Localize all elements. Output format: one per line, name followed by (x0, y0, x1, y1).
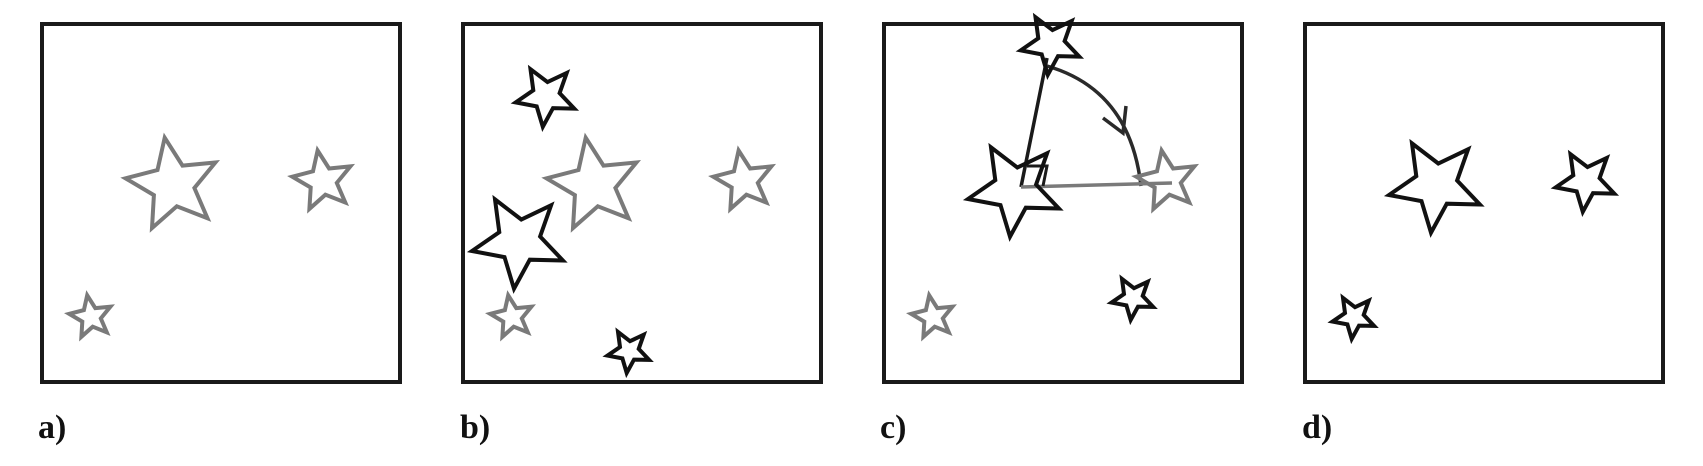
dark-star-large (962, 142, 1064, 242)
panel-d-frame (1303, 22, 1665, 384)
dark-star-small (1327, 293, 1379, 345)
gray-star-medium (1131, 145, 1200, 214)
panel-c (882, 12, 1244, 384)
dark-star-large (466, 194, 568, 294)
panel-d-label: d) (1302, 409, 1333, 446)
dark-star-medium (1550, 149, 1620, 217)
panel-b-label: b) (460, 409, 491, 446)
gray-star-small (64, 290, 115, 342)
rotation-arc (1046, 64, 1143, 187)
panel-b (461, 22, 823, 384)
dark-star-medium (1015, 12, 1085, 80)
gray-star-large (541, 132, 642, 233)
gray-star-small (906, 290, 957, 342)
panel-d (1303, 22, 1665, 384)
panel-a (40, 22, 402, 384)
gray-star-medium (287, 145, 356, 214)
right-angle-marker (1027, 164, 1049, 187)
gray-star-large (120, 132, 221, 233)
gray-star-small (485, 290, 536, 342)
dark-star-small (1106, 274, 1158, 326)
panel-a-frame (40, 22, 402, 384)
panel-a-label: a) (38, 409, 67, 446)
gray-star-medium (708, 145, 777, 214)
panel-c-label: c) (880, 409, 907, 446)
dark-star-medium (510, 64, 580, 132)
dark-star-large (1383, 138, 1485, 238)
rotation-arrowhead (1101, 105, 1128, 137)
panel-b-frame (461, 22, 823, 384)
dark-star-small (602, 327, 654, 379)
